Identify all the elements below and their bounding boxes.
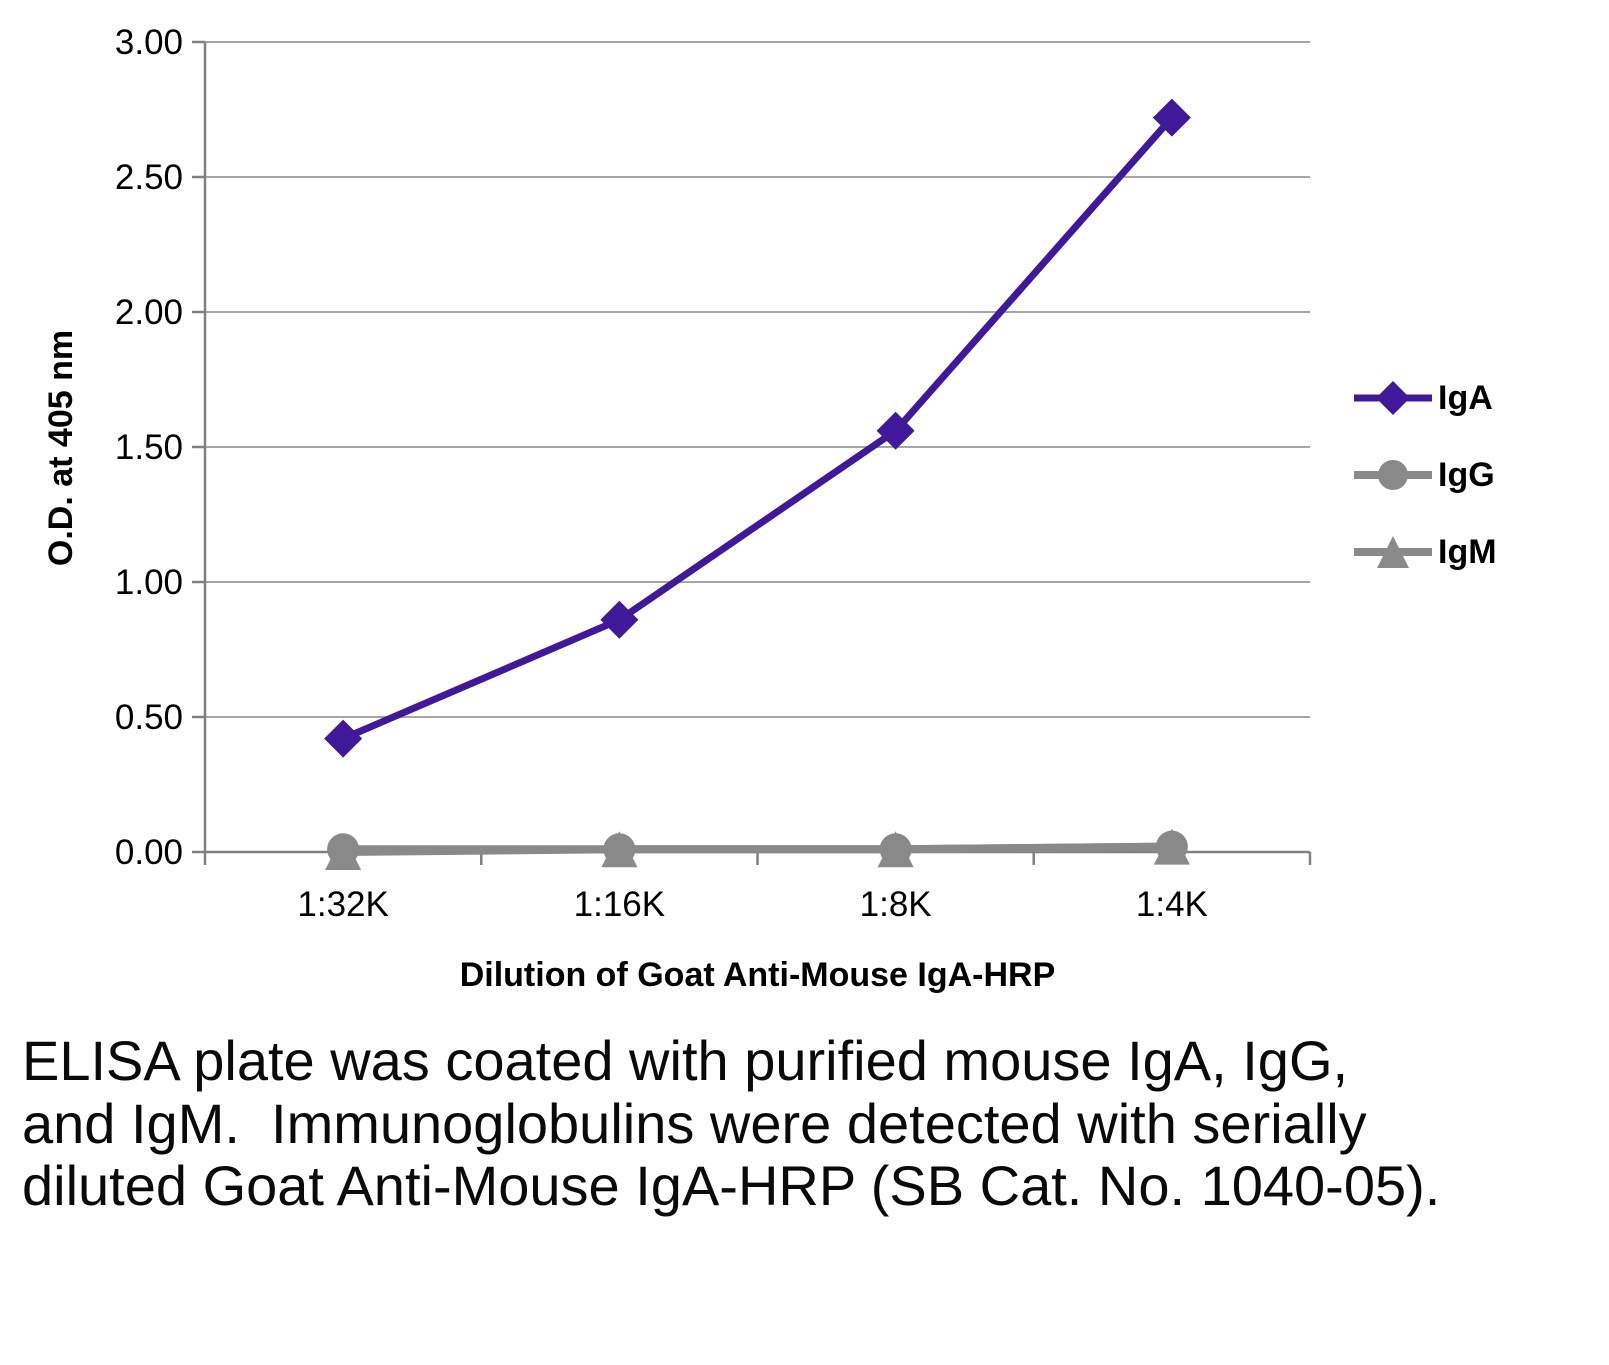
legend-marker-igm-icon — [1354, 536, 1432, 568]
y-tick-label: 2.50 — [115, 158, 183, 197]
x-tick-label: 1:32K — [297, 885, 388, 924]
y-tick-label: 2.00 — [115, 293, 183, 332]
series-igg-line — [339, 842, 1176, 854]
figure-caption: ELISA plate was coated with purified mou… — [22, 1029, 1441, 1218]
series-igg-marker — [1155, 830, 1188, 863]
y-axis-title: O.D. at 405 nm — [42, 329, 80, 567]
x-axis-title: Dilution of Goat Anti-Mouse IgA-HRP — [459, 956, 1056, 994]
series-iga-marker — [1152, 98, 1191, 137]
y-tick-label: 3.00 — [115, 23, 183, 62]
series-iga-marker — [876, 411, 915, 450]
x-tick-label: 1:8K — [860, 885, 932, 924]
elisa-line-chart: 0.00 0.50 1.00 1.50 2.00 2.50 3.00 1:32K 1:16K 1:… — [42, 23, 1497, 994]
legend-item-igg: IgG — [1352, 455, 1497, 495]
series-igg-marker — [327, 833, 360, 866]
legend-marker-igg-icon — [1354, 460, 1432, 490]
series-iga-line — [339, 114, 1176, 743]
series-iga-marker — [324, 719, 363, 758]
legend-label-igg: IgG — [1438, 456, 1495, 494]
x-tick-label: 1:16K — [574, 885, 665, 924]
series-iga-marker — [600, 600, 639, 639]
legend-label-igm: IgM — [1438, 533, 1497, 571]
y-tick-label: 0.00 — [115, 833, 183, 872]
legend-marker-iga-icon — [1354, 381, 1432, 415]
y-tick-label: 1.50 — [115, 428, 183, 467]
legend: IgA IgG IgM — [1352, 378, 1497, 572]
series-igg-marker — [879, 833, 912, 866]
x-tick-label: 1:4K — [1136, 885, 1208, 924]
y-tick-label: 0.50 — [115, 698, 183, 737]
series-igg-marker — [603, 833, 636, 866]
plot-area: 0.00 0.50 1.00 1.50 2.00 2.50 3.00 1:32K 1:16K 1:… — [115, 23, 1312, 924]
legend-item-iga: IgA — [1352, 378, 1497, 418]
y-tick-label: 1.00 — [115, 563, 183, 602]
legend-label-iga: IgA — [1438, 379, 1493, 417]
legend-item-igm: IgM — [1352, 532, 1497, 572]
